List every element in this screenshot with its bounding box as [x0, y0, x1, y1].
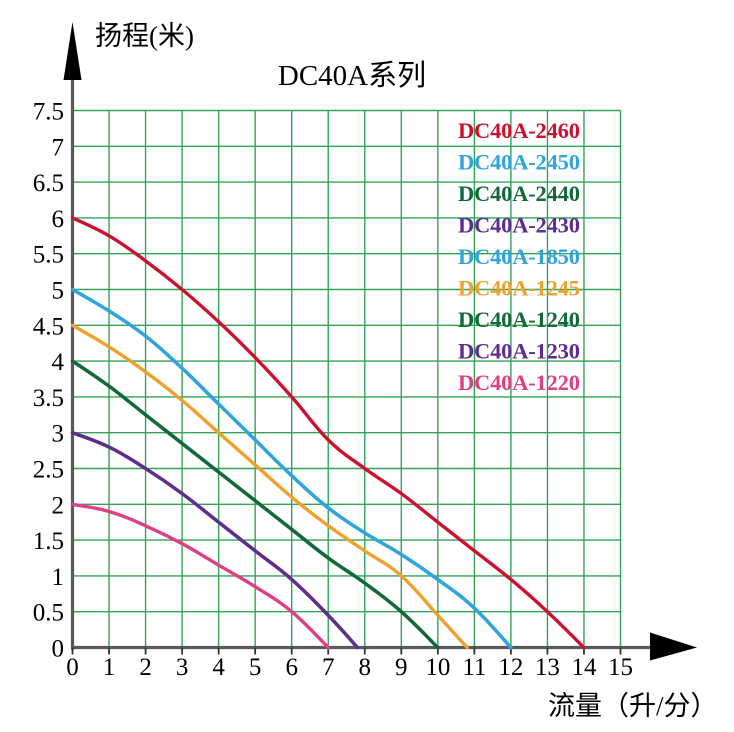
legend-item-dc40a-1230: DC40A-1230: [458, 339, 580, 364]
x-tick-label: 4: [212, 654, 225, 681]
curve-dc40a-1240: [70, 359, 440, 650]
y-tick-label: 5: [52, 278, 65, 305]
x-tick-label: 14: [571, 654, 597, 681]
legend-item-dc40a-1245: DC40A-1245: [458, 276, 580, 301]
grid-group: [71, 109, 622, 649]
x-tick-label: 11: [462, 654, 486, 681]
legend-item-dc40a-2450: DC40A-2450: [458, 150, 580, 175]
legend-item-dc40a-1850: DC40A-1850: [458, 244, 580, 269]
xtick-labels: 0 1 2 3 4 5 6 7 8 9 10 11 12 13 14 15: [66, 654, 633, 681]
y-tick-label: 6.5: [33, 170, 64, 197]
y-tick-label: 7: [52, 134, 65, 161]
x-tick-label: 0: [66, 654, 79, 681]
x-tick-label: 15: [608, 654, 633, 681]
curves-group: [70, 216, 586, 650]
x-tick-label: 5: [249, 654, 262, 681]
curve-dc40a-1220: [70, 502, 330, 650]
y-tick-label: 4: [52, 349, 65, 376]
y-tick-label: 7.5: [33, 99, 64, 126]
y-tick-label: 3.5: [33, 385, 64, 412]
y-axis-label: 扬程(米): [95, 21, 194, 51]
ytick-labels: 0 0.5 1 1.5 2 2.5 3 3.5 4 4.5 5 5.5 6 6.5 7 7.5: [33, 99, 65, 663]
legend-item-dc40a-1220: DC40A-1220: [458, 370, 580, 395]
legend-item-dc40a-2460: DC40A-2460: [458, 118, 580, 143]
y-tick-label: 3: [52, 421, 65, 448]
x-tick-label: 7: [322, 654, 335, 681]
arrow-right-icon: [650, 632, 697, 661]
curve-dc40a-1850: [70, 287, 513, 650]
x-tick-label: 1: [103, 654, 116, 681]
legend-item-dc40a-2430: DC40A-2430: [458, 213, 580, 238]
x-tick-label: 6: [285, 654, 298, 681]
axes-group: [63, 22, 697, 661]
y-tick-label: 5.5: [33, 242, 64, 269]
x-tick-label: 10: [425, 654, 450, 681]
curve-dc40a-1230: [70, 431, 360, 650]
y-tick-label: 1.5: [33, 528, 64, 555]
page-title: DC40A系列: [278, 59, 426, 92]
x-tick-label: 2: [139, 654, 152, 681]
arrow-up-icon: [63, 22, 82, 80]
curve-dc40a-1245: [70, 323, 469, 650]
x-tick-label: 13: [535, 654, 560, 681]
x-axis-label: 流量（升/分）: [548, 691, 718, 721]
curve-dc40a-2460: [70, 216, 586, 650]
y-tick-label: 0.5: [33, 600, 64, 627]
legend-group: DC40A-2460 DC40A-2450 DC40A-2440 DC40A-2430…: [458, 118, 580, 395]
legend-item-dc40a-1240: DC40A-1240: [458, 307, 580, 332]
x-tick-label: 9: [395, 654, 408, 681]
legend-item-dc40a-2440: DC40A-2440: [458, 181, 580, 206]
y-tick-label: 6: [52, 206, 65, 233]
y-tick-label: 2.5: [33, 457, 64, 484]
y-tick-label: 0: [52, 636, 65, 663]
x-tick-label: 3: [176, 654, 189, 681]
x-tick-label: 8: [359, 654, 372, 681]
y-tick-label: 2: [52, 492, 65, 519]
y-tick-label: 4.5: [33, 313, 64, 340]
x-tick-label: 12: [498, 654, 523, 681]
y-tick-label: 1: [52, 564, 65, 591]
